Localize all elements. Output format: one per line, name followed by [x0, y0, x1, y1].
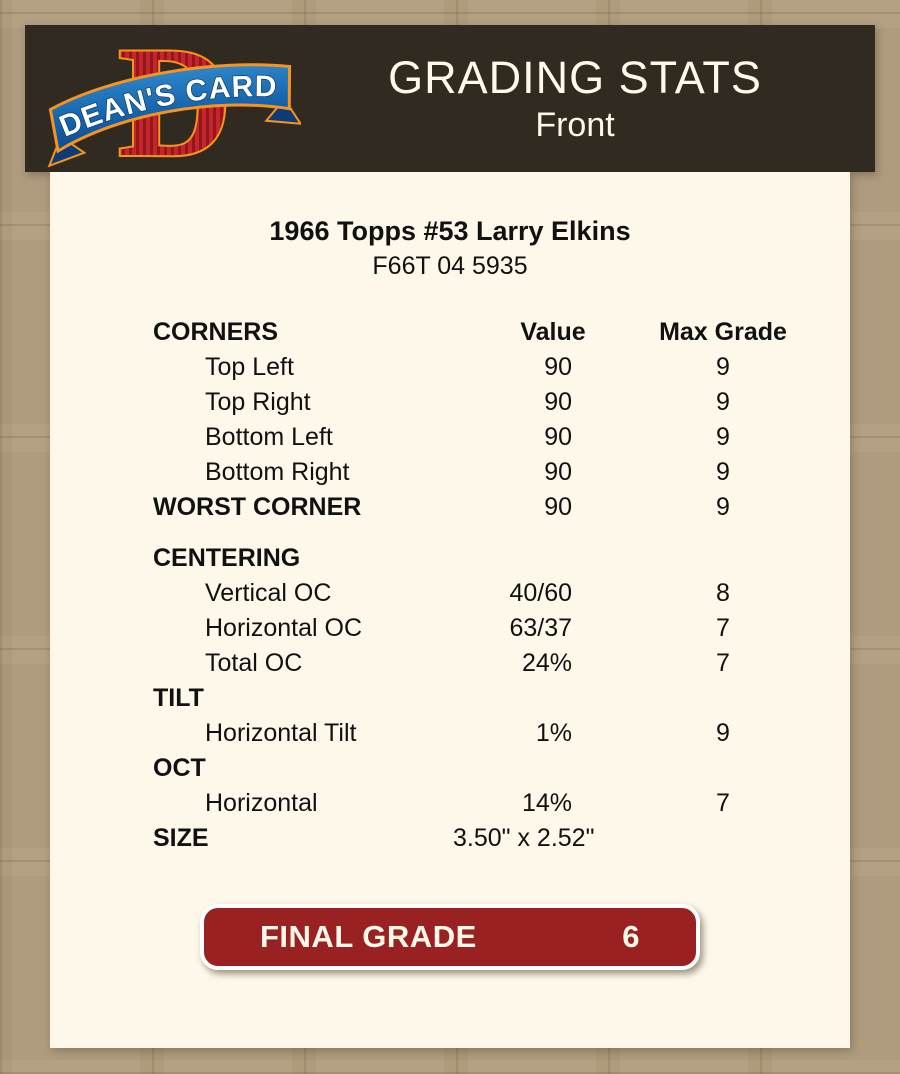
row-max-grade: 9	[716, 423, 730, 451]
row-value: 40/60	[509, 579, 572, 607]
row-max-grade: 7	[716, 789, 730, 817]
row-value: 3.50" x 2.52"	[453, 824, 595, 852]
row-label: Horizontal OC	[205, 614, 362, 642]
section-label: SIZE	[153, 824, 209, 852]
table-row-oct-horizontal: Horizontal 14% 7	[143, 786, 850, 821]
row-value: 14%	[521, 789, 572, 817]
row-label: WORST CORNER	[153, 493, 362, 521]
row-max-grade: 9	[716, 458, 730, 486]
page-subtitle: Front	[535, 105, 615, 144]
row-label: Horizontal	[205, 789, 318, 817]
final-grade-label: FINAL GRADE	[260, 919, 477, 954]
table-row-worst-corner: WORST CORNER 90 9	[143, 490, 850, 525]
table-row-total-oc: Total OC 24% 7	[143, 646, 850, 681]
row-label: Bottom Right	[205, 458, 350, 486]
column-header-value: Value	[520, 318, 586, 346]
row-value: 90	[544, 388, 572, 416]
row-value: 24%	[521, 649, 572, 677]
row-value: 90	[544, 493, 572, 521]
table-row-bottom-left: Bottom Left 90 9	[143, 420, 850, 455]
final-grade-value: 6	[622, 919, 640, 954]
table-row-bottom-right: Bottom Right 90 9	[143, 455, 850, 490]
row-max-grade: 7	[716, 649, 730, 677]
section-label-corners: CORNERS	[153, 318, 279, 346]
row-label: Horizontal Tilt	[205, 719, 357, 747]
row-value: 1%	[535, 719, 572, 747]
row-label: Top Left	[205, 353, 294, 381]
row-max-grade: 7	[716, 614, 730, 642]
row-value: 90	[544, 458, 572, 486]
row-max-grade: 8	[716, 579, 730, 607]
section-row-centering: CENTERING	[143, 541, 850, 576]
row-value: 63/37	[509, 614, 572, 642]
table-header-row: CORNERS Value Max Grade	[143, 315, 850, 350]
section-label: TILT	[153, 684, 204, 712]
table-row-horizontal-tilt: Horizontal Tilt 1% 9	[143, 716, 850, 751]
table-row-top-right: Top Right 90 9	[143, 385, 850, 420]
grading-stats-panel: 1966 Topps #53 Larry Elkins F66T 04 5935…	[50, 172, 850, 1048]
section-row-oct: OCT	[143, 751, 850, 786]
grading-stats-table: CORNERS Value Max Grade Top Left 90 9 To…	[50, 315, 850, 856]
row-value: 90	[544, 423, 572, 451]
row-label: Top Right	[205, 388, 311, 416]
page-title: GRADING STATS	[388, 51, 762, 103]
deans-cards-logo: D DEAN'S CARDS	[45, 33, 301, 169]
table-row-horizontal-oc: Horizontal OC 63/37 7	[143, 611, 850, 646]
header-titles: GRADING STATS Front	[315, 25, 835, 172]
section-label: OCT	[153, 754, 206, 782]
row-value: 90	[544, 353, 572, 381]
row-label: Bottom Left	[205, 423, 333, 451]
header-bar: D DEAN'S CARDS GRADING STATS Front	[25, 25, 875, 172]
row-max-grade: 9	[716, 719, 730, 747]
row-max-grade: 9	[716, 388, 730, 416]
column-header-max-grade: Max Grade	[659, 318, 787, 346]
row-label: Vertical OC	[205, 579, 332, 607]
card-serial-number: F66T 04 5935	[372, 252, 528, 280]
table-row-size: SIZE 3.50" x 2.52"	[143, 821, 850, 856]
section-row-tilt: TILT	[143, 681, 850, 716]
final-grade-button[interactable]: FINAL GRADE 6	[200, 904, 700, 970]
table-row-top-left: Top Left 90 9	[143, 350, 850, 385]
table-row-vertical-oc: Vertical OC 40/60 8	[143, 576, 850, 611]
section-label: CENTERING	[153, 544, 301, 572]
row-max-grade: 9	[716, 353, 730, 381]
card-title: 1966 Topps #53 Larry Elkins	[269, 216, 631, 246]
row-max-grade: 9	[716, 493, 730, 521]
row-label: Total OC	[205, 649, 303, 677]
